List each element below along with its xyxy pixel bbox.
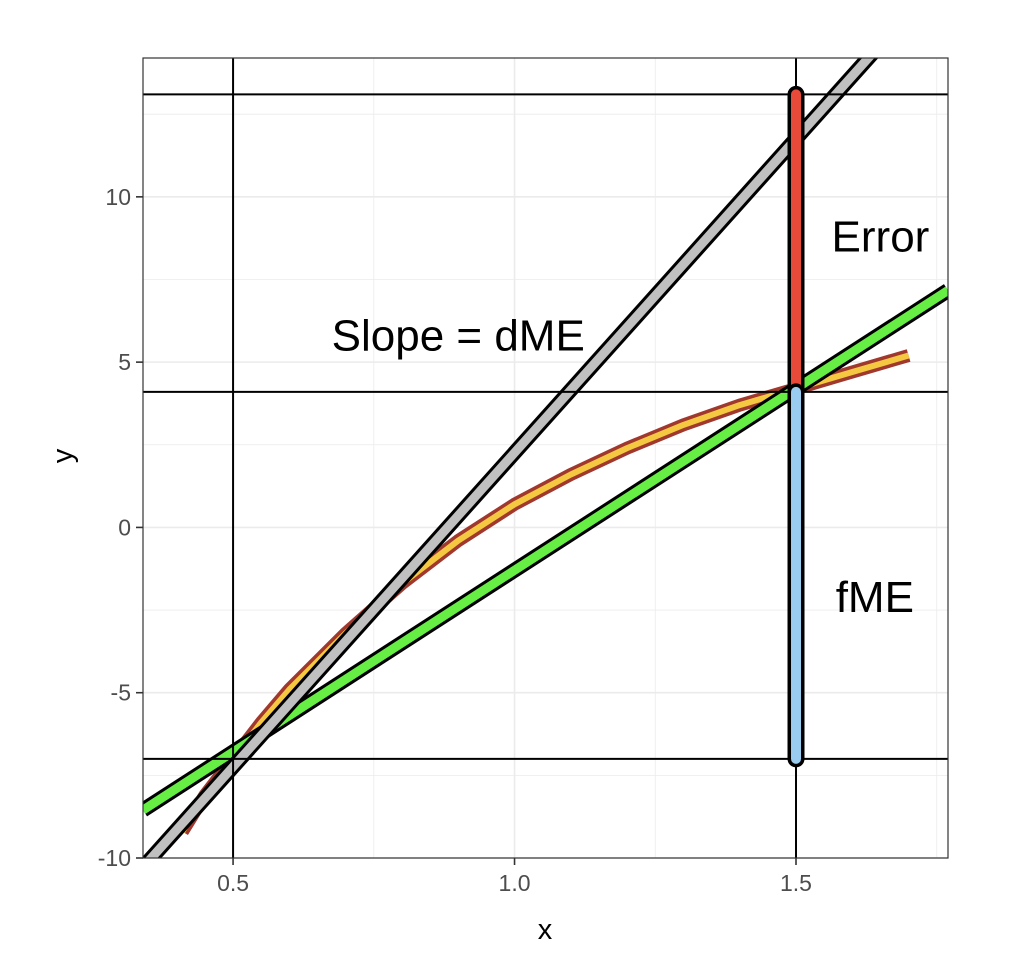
annotation-error: Error <box>832 213 930 262</box>
y-axis: -10 -5 0 5 10 <box>98 184 143 871</box>
y-tick-label: 0 <box>118 514 131 540</box>
data-layer <box>143 58 948 858</box>
annotation-slope-dme: Slope = dME <box>332 312 585 361</box>
x-tick-label: 0.5 <box>217 870 249 896</box>
y-tick-label: -10 <box>98 845 131 871</box>
annotations: Slope = dME Error fME <box>332 213 930 622</box>
x-axis: 0.5 1.0 1.5 <box>217 858 812 896</box>
minor-gridlines <box>143 58 948 858</box>
y-tick-label: 5 <box>118 349 131 375</box>
x-tick-label: 1.5 <box>780 870 812 896</box>
y-tick-label: -5 <box>111 680 131 706</box>
x-axis-title: x <box>538 914 553 946</box>
y-axis-title: y <box>47 448 79 463</box>
annotation-fme: fME <box>836 573 914 622</box>
y-tick-label: 10 <box>105 184 131 210</box>
plot-panel-border <box>142 57 949 859</box>
x-tick-label: 1.0 <box>499 870 531 896</box>
secant-line <box>145 58 875 858</box>
